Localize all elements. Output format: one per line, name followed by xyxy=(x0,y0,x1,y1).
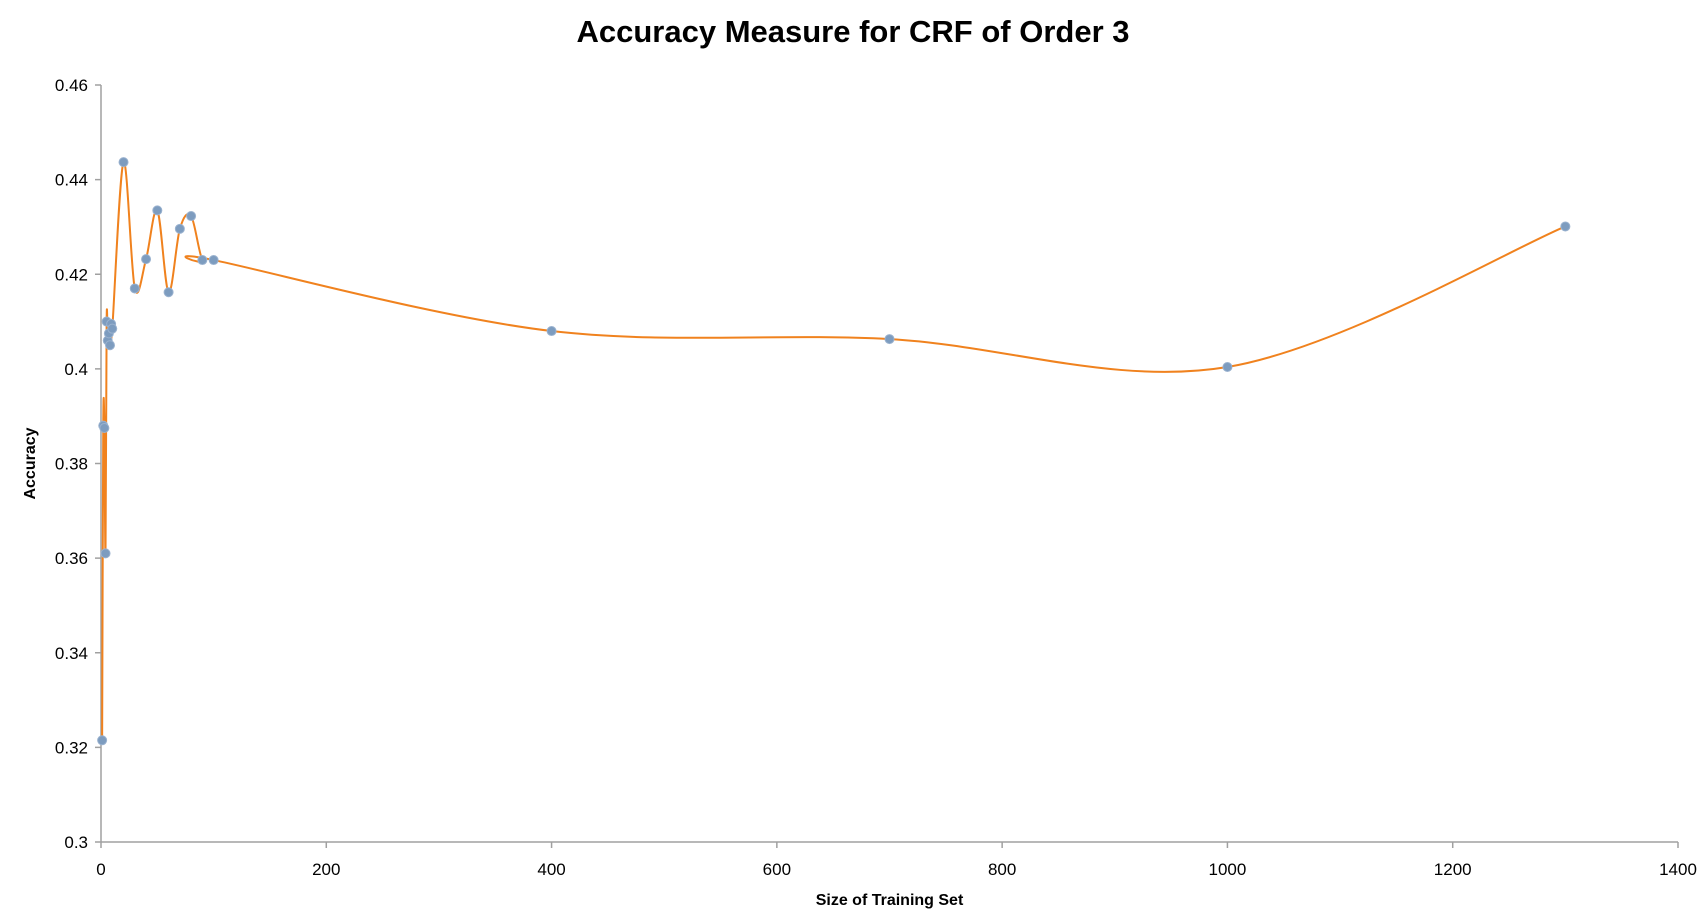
x-tick-label: 1000 xyxy=(1209,860,1247,879)
data-point xyxy=(1222,361,1233,372)
axes: 0.3 0.32 0.34 0.36 0.38 0.4 0.42 0.44 0.46 0 200 40… xyxy=(55,76,1697,879)
data-points xyxy=(97,157,1571,746)
y-tick-label: 0.32 xyxy=(55,738,88,757)
x-tick-label: 400 xyxy=(537,860,565,879)
x-tick-label: 1400 xyxy=(1659,860,1697,879)
data-point xyxy=(884,334,895,345)
data-point xyxy=(186,211,197,222)
y-tick-label: 0.42 xyxy=(55,265,88,284)
x-tick-label: 800 xyxy=(988,860,1016,879)
data-point xyxy=(107,323,118,334)
data-point xyxy=(197,255,208,266)
chart-title: Accuracy Measure for CRF of Order 3 xyxy=(576,14,1130,49)
data-point xyxy=(118,157,129,168)
data-point xyxy=(174,223,185,234)
data-point xyxy=(99,423,110,434)
y-axis-title: Accuracy xyxy=(22,427,39,499)
x-tick-label: 600 xyxy=(763,860,791,879)
data-point xyxy=(97,735,108,746)
x-tick-label: 1200 xyxy=(1434,860,1472,879)
data-point xyxy=(208,255,219,266)
data-point xyxy=(546,326,557,337)
data-point xyxy=(141,254,152,265)
series-line xyxy=(101,161,1566,741)
y-tick-label: 0.4 xyxy=(64,360,88,379)
data-point xyxy=(1560,221,1571,232)
data-point xyxy=(100,548,111,559)
y-tick-label: 0.3 xyxy=(64,833,88,852)
data-point xyxy=(129,283,140,294)
y-tick-label: 0.34 xyxy=(55,644,88,663)
data-point xyxy=(105,340,116,351)
data-point xyxy=(163,287,174,298)
series-line-path xyxy=(101,161,1566,741)
y-tick-label: 0.36 xyxy=(55,549,88,568)
y-tick-label: 0.38 xyxy=(55,455,88,474)
x-tick-label: 200 xyxy=(312,860,340,879)
y-tick-label: 0.44 xyxy=(55,171,88,190)
y-tick-label: 0.46 xyxy=(55,76,88,95)
data-point xyxy=(152,205,163,216)
x-axis-title: Size of Training Set xyxy=(816,892,964,909)
x-tick-label: 0 xyxy=(96,860,105,879)
